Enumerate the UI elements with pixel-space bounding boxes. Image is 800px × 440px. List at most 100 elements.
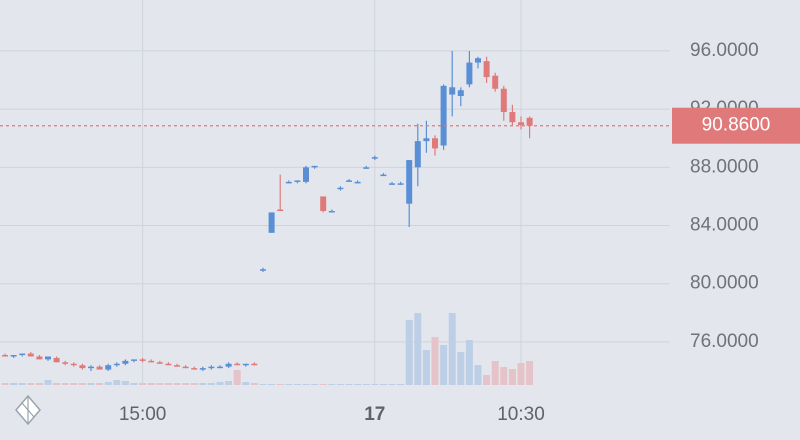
candle-body (509, 112, 516, 123)
candle-body (311, 165, 318, 168)
x-tick-label: 17 (364, 404, 385, 425)
candle-body (27, 353, 34, 357)
volume-bar (328, 384, 336, 385)
candle-body (492, 75, 499, 89)
candle-body (380, 174, 387, 177)
volume-bar (10, 383, 18, 385)
candle-body (156, 362, 163, 364)
candle-body (113, 363, 120, 366)
last-price-label: 90.8600 (702, 115, 771, 136)
volume-bar (388, 384, 396, 385)
candle-body (457, 90, 464, 97)
candle-body (131, 359, 137, 361)
volume-bar (242, 382, 250, 385)
volume-bar (18, 383, 26, 385)
volume-bar (268, 384, 276, 385)
volume-bar (465, 340, 473, 385)
candle-body (2, 355, 8, 357)
candle-body (320, 196, 327, 211)
volume-bar (96, 383, 104, 385)
volume-bar (285, 384, 293, 385)
volume-bar (104, 382, 112, 385)
volume-bar (371, 384, 379, 385)
candle-body (303, 167, 309, 182)
volume-bar (250, 383, 258, 385)
volume-bar (164, 383, 172, 385)
candle-body (105, 365, 112, 370)
volume-bar (225, 381, 233, 385)
volume-bar (44, 380, 52, 385)
volume-bar (113, 380, 121, 385)
volume-bar (345, 384, 353, 385)
volume-bar (431, 337, 439, 385)
candle-body (139, 359, 146, 361)
x-tick-label: 10:30 (497, 404, 545, 425)
x-tick-label: 15:00 (119, 404, 167, 425)
y-tick-label: 80.0000 (690, 273, 759, 294)
candle-body (19, 353, 26, 356)
volume-bar (293, 384, 301, 385)
candle-body (70, 363, 77, 366)
volume-bar (35, 383, 43, 385)
candle-body (475, 58, 481, 63)
volume-bar (207, 383, 215, 385)
candle-body (440, 85, 447, 146)
candle-body (234, 363, 241, 366)
candle-body (423, 138, 430, 142)
volume-bar (70, 383, 78, 385)
candle-body (371, 157, 378, 159)
volume-bar (87, 383, 95, 385)
volume-bar (517, 363, 525, 385)
volume-bar (53, 383, 61, 385)
candle-body (174, 365, 180, 367)
volume-bar (422, 350, 430, 385)
volume-bar (362, 384, 370, 385)
volume-bar (216, 382, 224, 385)
volume-bar (61, 383, 69, 385)
volume-bar (448, 313, 456, 385)
candle-body (389, 183, 395, 185)
candle-body (397, 183, 404, 185)
volume-bar (27, 383, 35, 385)
candle-body (10, 355, 17, 357)
candle-body (337, 187, 344, 190)
volume-bar (336, 384, 344, 385)
candle-body (96, 366, 103, 370)
volume-bar (311, 384, 319, 385)
candle-body (182, 366, 189, 369)
y-tick-label: 88.0000 (690, 156, 759, 177)
y-tick-label: 96.0000 (690, 40, 759, 61)
volume-bar (500, 367, 508, 385)
candle-body (148, 360, 155, 363)
candle-body (526, 117, 533, 126)
volume-bar (354, 384, 362, 385)
y-tick-label: 76.0000 (690, 331, 759, 352)
last-price-box (672, 107, 800, 144)
y-tick-label: 84.0000 (690, 215, 759, 236)
candle-body (294, 180, 301, 182)
candle-body (414, 141, 421, 168)
candle-body (518, 122, 524, 126)
volume-bar (405, 320, 413, 385)
volume-bar (1, 383, 9, 385)
volume-bar (139, 383, 147, 385)
volume-bar (259, 384, 267, 385)
candle-body (165, 363, 172, 366)
volume-bar (121, 381, 129, 385)
candle-body (260, 269, 266, 271)
candle-body (225, 363, 232, 367)
candle-body (277, 209, 284, 212)
volume-bar (474, 365, 482, 385)
volume-bar (491, 361, 499, 385)
candle-body (62, 362, 69, 364)
candle-body (354, 181, 361, 184)
candle-body (191, 368, 198, 370)
volume-bar (319, 384, 327, 385)
candle-body (432, 138, 438, 149)
candle-body (328, 210, 335, 213)
candle-body (36, 356, 43, 360)
volume-bar (379, 384, 387, 385)
candle-body (251, 363, 258, 366)
volume-bar (233, 370, 241, 385)
